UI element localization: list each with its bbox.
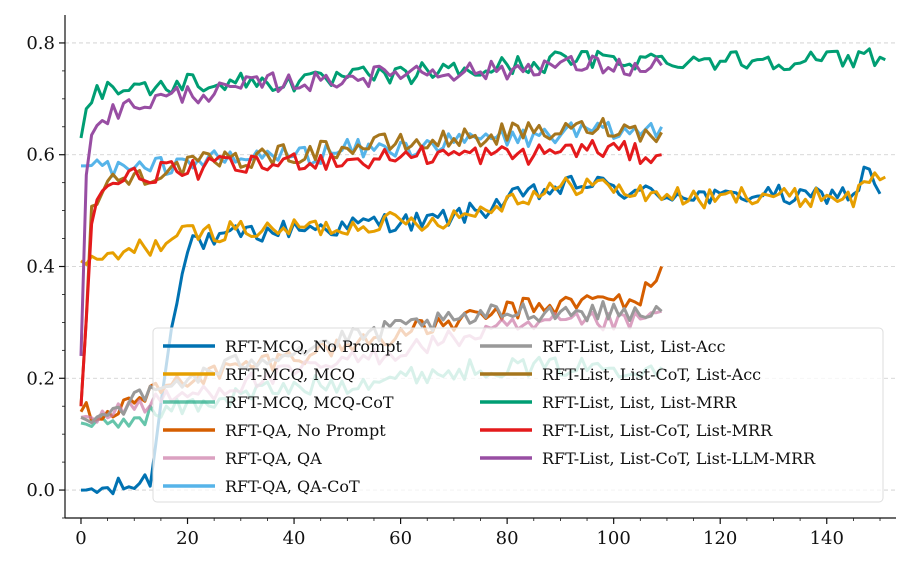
series-line-0: [80, 165, 882, 496]
series-line-8: [79, 47, 886, 139]
x-tick-label-5: 100: [596, 528, 630, 549]
y-tick-label-3: 0.6: [26, 145, 55, 166]
series-line-7: [79, 116, 663, 407]
legend-box: [152, 327, 884, 503]
series-line-10: [79, 54, 663, 356]
legend-label-3: RFT-QA, No Prompt: [225, 421, 386, 440]
x-tick-label-7: 140: [810, 528, 844, 549]
legend-label-10: RFT-List, List-CoT, List-LLM-MRR: [542, 449, 816, 468]
x-tick-label-1: 20: [176, 528, 199, 549]
y-tick-label-4: 0.8: [26, 33, 55, 54]
legend-label-1: RFT-MCQ, MCQ: [225, 365, 355, 384]
series-line-9: [79, 139, 662, 407]
y-tick-label-2: 0.4: [26, 257, 55, 278]
y-tick-label-0: 0.0: [26, 480, 55, 501]
ticks: 0 20 40 60 80 100 120 140 0.0 0.2 0.4 0.6 0.8: [26, 33, 881, 549]
legend-label-5: RFT-QA, QA-CoT: [225, 477, 360, 496]
legend-label-9: RFT-List, List-CoT, List-MRR: [542, 421, 773, 440]
legend-label-0: RFT-MCQ, No Prompt: [225, 337, 402, 356]
series-line-5: [81, 120, 663, 178]
x-tick-label-6: 120: [703, 528, 737, 549]
legend-label-6: RFT-List, List, List-Acc: [542, 337, 726, 356]
legend-label-4: RFT-QA, QA: [225, 449, 322, 468]
series-line-1: [80, 171, 886, 266]
legend-label-7: RFT-List, List-CoT, List-Acc: [542, 365, 761, 384]
x-tick-label-2: 40: [283, 528, 306, 549]
x-tick-label-0: 0: [75, 528, 86, 549]
legend-label-8: RFT-List, List, List-MRR: [542, 393, 737, 412]
legend: RFT-MCQ, No Prompt RFT-MCQ, MCQ RFT-MCQ, M…: [152, 327, 884, 503]
x-tick-label-3: 60: [389, 528, 412, 549]
y-tick-label-1: 0.2: [26, 368, 55, 389]
legend-label-2: RFT-MCQ, MCQ-CoT: [225, 393, 394, 412]
x-tick-label-4: 80: [496, 528, 519, 549]
